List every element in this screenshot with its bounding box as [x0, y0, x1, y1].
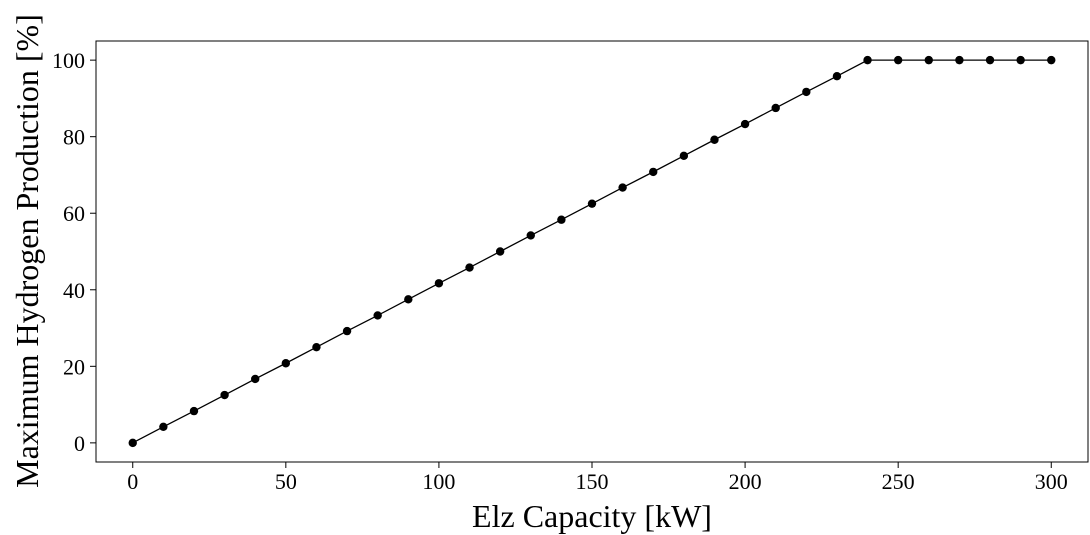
data-point [924, 55, 933, 65]
data-point [740, 119, 750, 129]
data-point [404, 295, 413, 304]
data-point [985, 55, 995, 65]
data-point [863, 55, 872, 65]
data-point [1047, 55, 1056, 65]
data-point [802, 87, 811, 97]
y-tick-label: 20 [63, 354, 85, 379]
data-point [526, 231, 535, 240]
data-point [220, 390, 229, 400]
y-axis-title: Maximum Hydrogen Production [%] [9, 14, 45, 488]
data-point [434, 279, 444, 288]
data-point [557, 215, 566, 224]
plot-area-frame [95, 40, 1089, 463]
y-tick-label: 0 [74, 431, 85, 456]
data-point [495, 247, 505, 256]
x-tick-label: 250 [882, 469, 915, 494]
data-point [465, 263, 474, 272]
data-point [679, 151, 689, 161]
data-point [251, 374, 260, 384]
series-layer [128, 55, 1056, 448]
data-point [281, 359, 291, 368]
x-tick-label: 300 [1035, 469, 1068, 494]
x-axis-ticks: 0 50 100 150 200 250 300 [127, 462, 1068, 494]
series-line [132, 59, 1052, 444]
y-tick-label: 40 [63, 278, 85, 303]
y-tick-label: 100 [52, 48, 85, 73]
data-point [373, 311, 382, 320]
data-point [312, 342, 321, 352]
y-axis-ticks: 0 20 40 60 80 100 [52, 48, 96, 456]
data-point [1016, 55, 1025, 65]
data-point [128, 438, 137, 448]
data-point [587, 199, 597, 208]
data-point [618, 183, 627, 192]
data-point [189, 406, 199, 416]
x-tick-label: 50 [275, 469, 297, 494]
x-axis-title: Elz Capacity [kW] [472, 498, 712, 534]
x-tick-label: 200 [729, 469, 762, 494]
y-tick-label: 60 [63, 201, 85, 226]
x-tick-label: 150 [576, 469, 609, 494]
data-point [342, 326, 352, 336]
data-point [159, 422, 168, 431]
y-tick-label: 80 [63, 125, 85, 150]
data-point [893, 55, 903, 65]
data-point [710, 135, 719, 144]
data-point [955, 55, 964, 65]
data-point [649, 167, 658, 177]
data-point [771, 103, 780, 113]
x-tick-label: 100 [422, 469, 455, 494]
x-tick-label: 0 [127, 469, 138, 494]
data-point [832, 72, 842, 81]
